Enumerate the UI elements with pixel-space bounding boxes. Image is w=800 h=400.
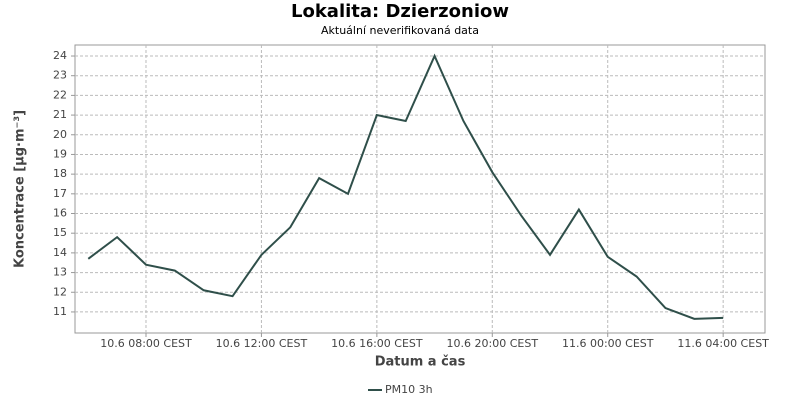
legend-label: PM10 3h xyxy=(385,383,433,396)
y-tick-label: 24 xyxy=(53,49,67,62)
y-tick-label: 15 xyxy=(53,226,67,239)
y-tick-label: 18 xyxy=(53,167,67,180)
plot-area xyxy=(74,44,766,334)
y-tick-label: 23 xyxy=(53,69,67,82)
chart-subtitle: Aktuální neverifikovaná data xyxy=(321,24,479,37)
y-tick-label: 13 xyxy=(53,266,67,279)
chart-title: Lokalita: Dzierzoniow xyxy=(291,1,509,22)
y-tick-label: 14 xyxy=(53,246,67,259)
x-tick-label: 10.6 08:00 CEST xyxy=(100,337,192,350)
data-line xyxy=(87,53,724,320)
y-tick-label: 22 xyxy=(53,88,67,101)
x-axis-label: Datum a čas xyxy=(375,355,466,370)
y-tick-label: 12 xyxy=(53,285,67,298)
y-tick-label: 21 xyxy=(53,108,67,121)
x-tick-label: 10.6 16:00 CEST xyxy=(331,337,423,350)
y-tick-label: 19 xyxy=(53,147,67,160)
x-tick-label: 11.6 00:00 CEST xyxy=(562,337,654,350)
x-tick-label: 10.6 12:00 CEST xyxy=(216,337,308,350)
y-axis-label: Koncentrace [µg·m⁻³] xyxy=(13,110,28,268)
y-tick-label: 16 xyxy=(53,207,67,220)
x-tick-label: 11.6 04:00 CEST xyxy=(677,337,769,350)
y-tick-label: 17 xyxy=(53,187,67,200)
y-tick-label: 11 xyxy=(53,305,67,318)
x-tick-label: 10.6 20:00 CEST xyxy=(447,337,539,350)
y-tick-label: 20 xyxy=(53,128,67,141)
